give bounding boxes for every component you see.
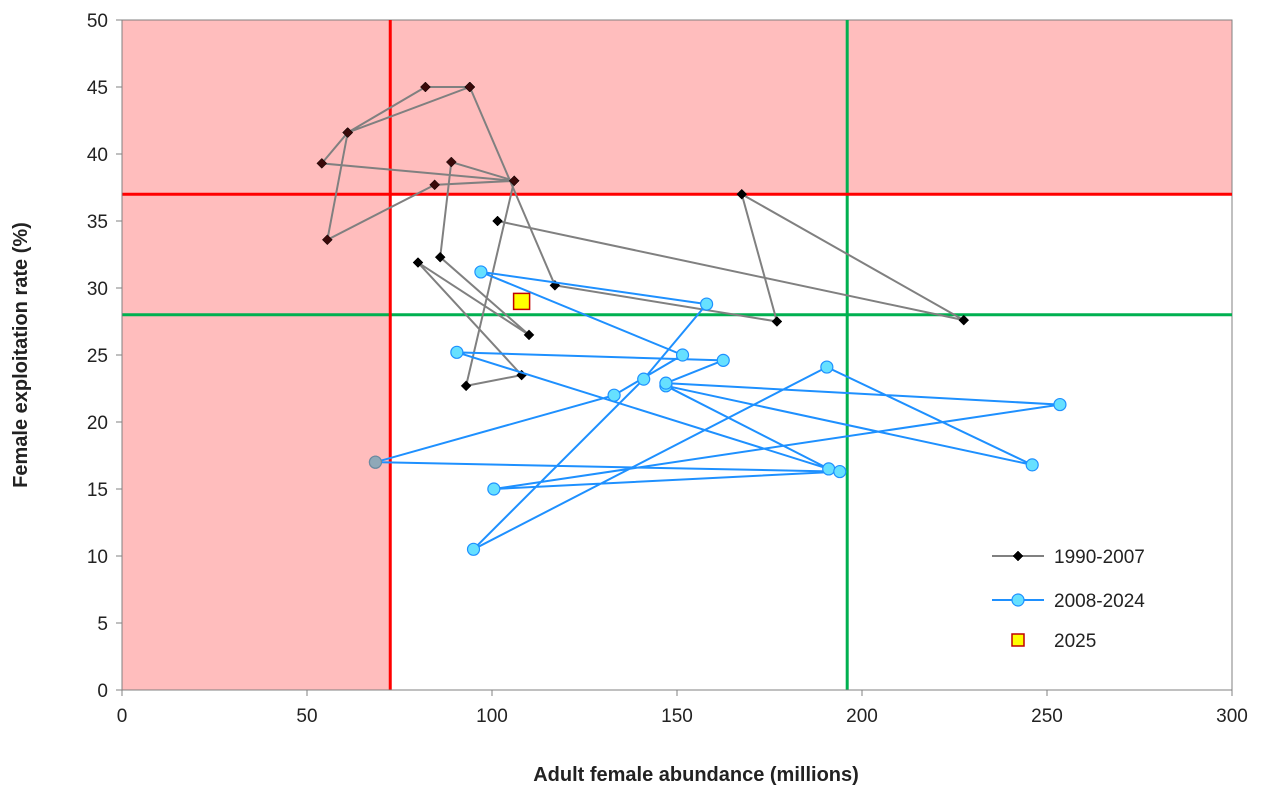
data-point-diamond xyxy=(434,251,446,263)
data-point-circle xyxy=(675,348,690,362)
data-point-circle xyxy=(659,376,673,390)
x-tick-label: 200 xyxy=(846,706,878,727)
data-point-diamond xyxy=(445,156,457,168)
data-point-circle xyxy=(822,462,836,476)
reference-lines xyxy=(122,20,1232,690)
data-point-circle xyxy=(699,297,714,311)
x-axis-title: Adult female abundance (millions) xyxy=(533,764,859,786)
y-axis-title: Female exploitation rate (%) xyxy=(10,222,32,488)
shaded-region-low-abundance xyxy=(122,194,391,690)
legend-marker-diamond xyxy=(1012,550,1024,562)
y-tick-label: 35 xyxy=(87,212,108,233)
series-layer xyxy=(316,81,1067,556)
shaded-region-high-exploitation xyxy=(122,20,1232,195)
y-tick-label: 10 xyxy=(87,547,108,568)
data-point-circle xyxy=(487,482,501,496)
chart-background xyxy=(121,19,1233,691)
data-point-diamond xyxy=(492,215,503,227)
x-tick-label: 0 xyxy=(117,706,128,727)
data-point-diamond xyxy=(321,234,333,246)
data-point-diamond xyxy=(316,158,328,169)
data-point-diamond xyxy=(958,314,970,326)
y-tick-label: 50 xyxy=(87,11,108,32)
y-tick-label: 0 xyxy=(97,681,108,702)
x-tick-label: 50 xyxy=(296,706,317,727)
data-point-diamond xyxy=(464,81,476,93)
data-point-diamond xyxy=(460,380,472,392)
data-point-circle xyxy=(637,372,651,386)
y-tick-label: 40 xyxy=(87,145,108,166)
legend-marker-circle xyxy=(1011,593,1025,607)
data-point-circle xyxy=(474,265,488,279)
data-point-diamond xyxy=(342,127,354,138)
x-tick-label: 300 xyxy=(1216,706,1248,727)
series-2025 xyxy=(512,292,531,311)
data-point-circle xyxy=(368,455,383,469)
y-tick-label: 30 xyxy=(87,279,108,300)
y-tick-label: 25 xyxy=(87,346,108,367)
data-point-circle xyxy=(466,542,481,556)
y-tick-label: 5 xyxy=(97,614,108,635)
series-line-2008-2024 xyxy=(375,270,1061,551)
data-point-diamond xyxy=(420,81,431,93)
legend-marker-square xyxy=(1011,633,1025,647)
y-tick-label: 15 xyxy=(87,480,108,501)
data-point-square xyxy=(512,292,531,311)
legend: 1990-2007 2008-2024 2025 xyxy=(992,547,1145,652)
data-point-diamond xyxy=(508,175,520,187)
legend-label: 1990-2007 xyxy=(1054,547,1145,568)
data-point-circle xyxy=(1053,397,1067,412)
data-point-circle xyxy=(607,388,621,402)
y-tick-label: 45 xyxy=(87,78,108,99)
x-tick-label: 150 xyxy=(661,706,693,727)
legend-label: 2008-2024 xyxy=(1054,591,1145,612)
data-point-circle xyxy=(1025,458,1039,472)
x-tick-label: 250 xyxy=(1031,706,1063,727)
x-tick-label: 100 xyxy=(476,706,508,727)
data-point-circle xyxy=(820,360,834,374)
data-point-diamond xyxy=(412,257,424,268)
data-point-circle xyxy=(833,464,847,479)
data-point-circle xyxy=(716,353,730,367)
data-point-diamond xyxy=(429,179,441,191)
data-point-diamond xyxy=(771,316,783,327)
series-2008-2024 xyxy=(368,265,1067,556)
data-point-diamond xyxy=(523,329,535,341)
data-point-circle xyxy=(450,345,464,359)
legend-label: 2025 xyxy=(1054,631,1096,652)
y-tick-label: 20 xyxy=(87,413,108,434)
data-point-diamond xyxy=(736,188,748,200)
